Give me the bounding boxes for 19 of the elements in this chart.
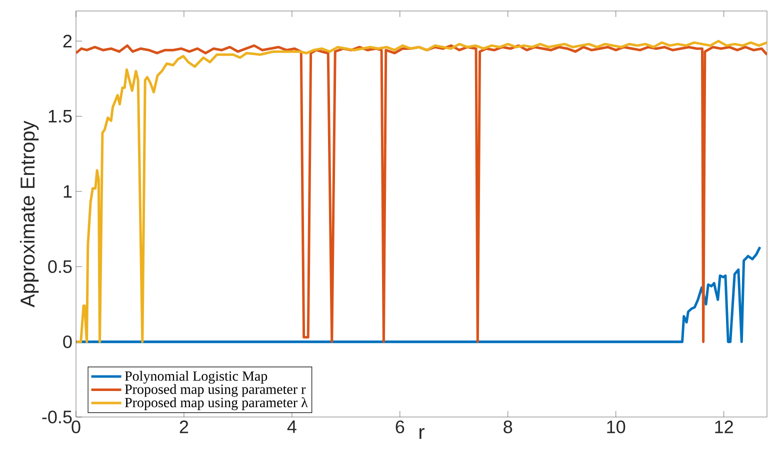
y-tick-label: 1 xyxy=(64,185,72,198)
line-series xyxy=(76,246,762,344)
x-tick-label: 6 xyxy=(396,420,404,434)
x-tick-label: 10 xyxy=(607,420,626,434)
y-tick-label: 0 xyxy=(63,335,72,348)
legend-label: Proposed map using parameter λ xyxy=(124,397,308,410)
x-tick-label: 2 xyxy=(180,420,188,434)
legend-label: Polynomial Logistic Map xyxy=(124,370,268,384)
y-axis-title: Approximate Entropy xyxy=(20,120,39,308)
y-tick-label: 0.5 xyxy=(48,260,72,273)
x-axis-title: r xyxy=(420,428,425,439)
x-tick-label: 8 xyxy=(504,420,512,434)
x-tick-label: 12 xyxy=(715,420,733,434)
x-tick-label: 0 xyxy=(72,420,80,434)
y-tick-label: -0.5 xyxy=(42,410,72,424)
x-tick-label: 4 xyxy=(287,420,296,433)
legend-label: Proposed map using parameter r xyxy=(124,384,306,397)
y-tick-label: 1.5 xyxy=(48,110,72,123)
y-tick-label: 2 xyxy=(63,34,72,48)
